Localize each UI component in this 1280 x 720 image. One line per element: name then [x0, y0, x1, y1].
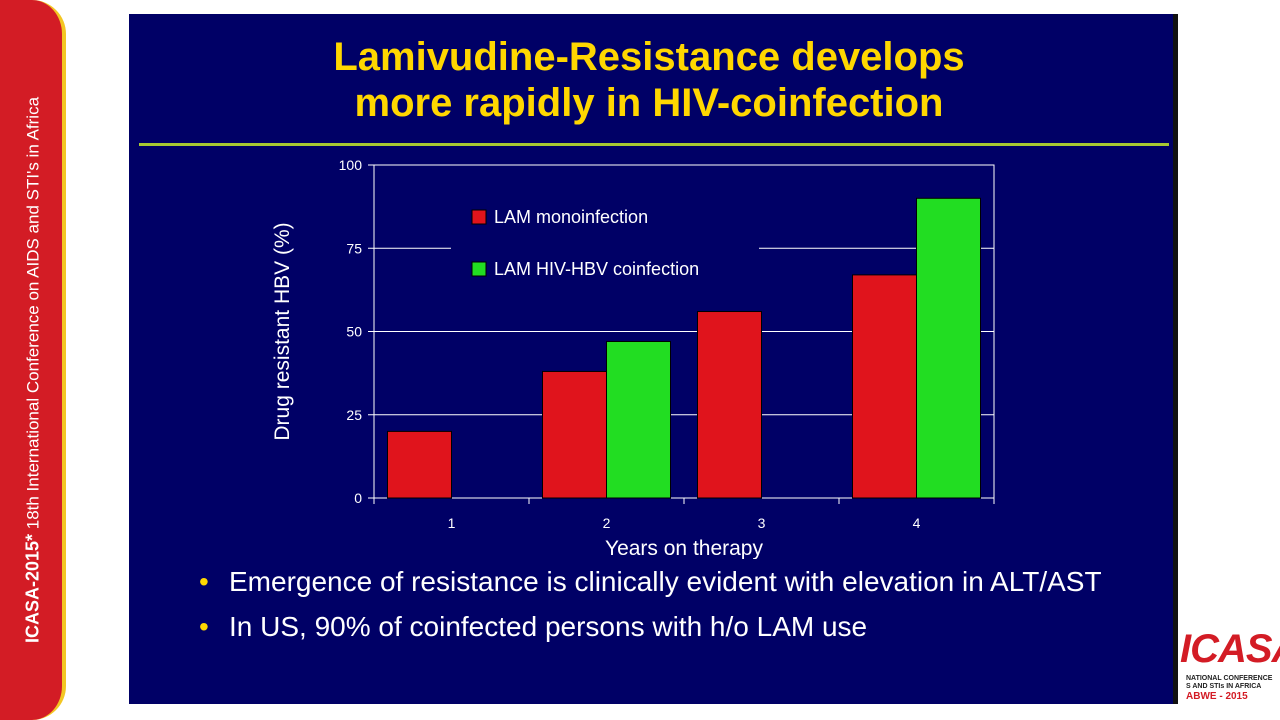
bullet-dot-icon: • [199, 611, 209, 642]
slide-title-line-2: more rapidly in HIV-coinfection [354, 81, 944, 125]
bar-monoinfection-year-1 [387, 430, 452, 499]
legend-label: LAM HIV-HBV coinfection [494, 259, 699, 279]
y-tick-label: 50 [346, 324, 362, 340]
bar-coinfection-year-4 [916, 197, 981, 499]
y-tick-label: 0 [354, 490, 362, 506]
slide: Lamivudine-Resistance develops more rapi… [129, 14, 1178, 704]
logo-subtitle: ABWE - 2015 [1186, 691, 1248, 702]
bar-monoinfection-year-3 [697, 311, 762, 499]
y-axis-label: Drug resistant HBV (%) [271, 222, 294, 440]
bar-monoinfection-year-2 [542, 370, 607, 499]
bullet-text-2: In US, 90% of coinfected persons with h/… [229, 611, 868, 642]
bar-monoinfection-year-4 [852, 274, 917, 499]
legend-swatch [471, 261, 487, 277]
conference-sidebar: ICASA-2015* 18th International Conferenc… [0, 0, 66, 720]
y-tick-label: 75 [346, 240, 362, 256]
x-tick-label: 1 [448, 515, 456, 531]
bar-coinfection-year-2 [606, 340, 671, 499]
x-axis-label: Years on therapy [605, 537, 764, 559]
legend-label: LAM monoinfection [494, 207, 648, 227]
bar-chart: 0 25 50 75 100 1 2 3 4 Years on therapy Drug resis… [271, 157, 995, 559]
conference-brand: ICASA-2015* [22, 533, 43, 644]
bullet-dot-icon: • [199, 566, 209, 597]
legend-background [451, 199, 759, 289]
conference-name: 18th International Conference on AIDS an… [23, 96, 43, 534]
icasa-logo: ICASA NATIONAL CONFERENCE S AND STIs IN … [1180, 625, 1280, 715]
bullet-item-1: • Emergence of resistance is clinically e… [199, 564, 1129, 599]
y-tick-label: 25 [346, 407, 362, 423]
slide-title: Lamivudine-Resistance develops more rapi… [129, 34, 1169, 126]
x-tick-label: 3 [758, 515, 766, 531]
x-tick-label: 2 [603, 515, 611, 531]
bullet-list: • Emergence of resistance is clinically e… [199, 564, 1129, 654]
x-tick-label: 4 [913, 515, 921, 531]
bullet-text-1: Emergence of resistance is clinically ev… [229, 566, 1102, 597]
logo-line-2: S AND STIs IN AFRICA [1186, 683, 1262, 690]
y-tick-label: 100 [339, 157, 363, 173]
conference-banner-text: ICASA-2015* 18th International Conferenc… [23, 97, 44, 643]
logo-wordmark: ICASA [1180, 627, 1280, 671]
slide-title-line-1: Lamivudine-Resistance develops [333, 35, 965, 79]
bullet-item-2: • In US, 90% of coinfected persons with h… [199, 609, 1129, 644]
title-divider [139, 143, 1169, 146]
logo-line-1: NATIONAL CONFERENCE [1186, 675, 1273, 682]
legend-swatch [471, 209, 487, 225]
